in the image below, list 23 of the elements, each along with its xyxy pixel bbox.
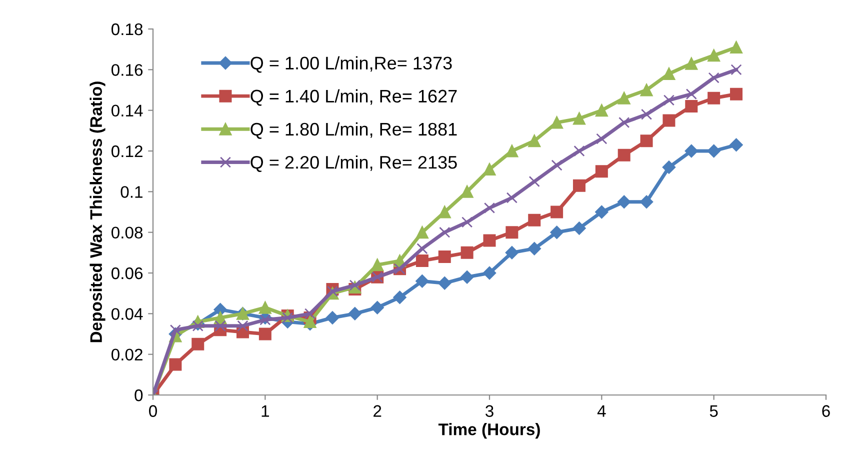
y-tick-label: 0.12 bbox=[111, 145, 142, 158]
legend-label: Q = 1.00 L/min,Re= 1373 bbox=[250, 56, 452, 73]
y-tick-label: 0.04 bbox=[111, 308, 143, 320]
y-tick-label: 0.02 bbox=[111, 348, 142, 361]
y-tick-label: 0.1 bbox=[120, 186, 142, 198]
x-tick-label: 1 bbox=[262, 405, 269, 417]
x-tick-label: 4 bbox=[597, 405, 606, 417]
x-axis-title: Time (Hours) bbox=[438, 423, 540, 439]
legend-label: Q = 1.40 L/min, Re= 1627 bbox=[250, 89, 457, 106]
y-tick-label: 0.06 bbox=[111, 267, 143, 280]
x-tick-label: 0 bbox=[149, 405, 157, 417]
y-tick-label: 0.16 bbox=[111, 64, 143, 76]
y-tick-label: 0 bbox=[134, 389, 143, 402]
y-tick-label: 0.14 bbox=[111, 104, 143, 117]
legend-label: Q = 2.20 L/min, Re= 2135 bbox=[250, 155, 457, 172]
x-tick-label: 3 bbox=[486, 405, 494, 417]
x-tick-label: 5 bbox=[710, 405, 718, 417]
x-tick-label: 2 bbox=[374, 405, 382, 417]
y-tick-label: 0.08 bbox=[111, 226, 143, 239]
y-tick-label: 0.18 bbox=[111, 23, 143, 36]
x-tick-label: 6 bbox=[822, 405, 830, 417]
legend-label: Q = 1.80 L/min, Re= 1881 bbox=[250, 122, 457, 139]
y-axis-title: Deposited Wax Thickness (Ratio) bbox=[90, 82, 106, 342]
